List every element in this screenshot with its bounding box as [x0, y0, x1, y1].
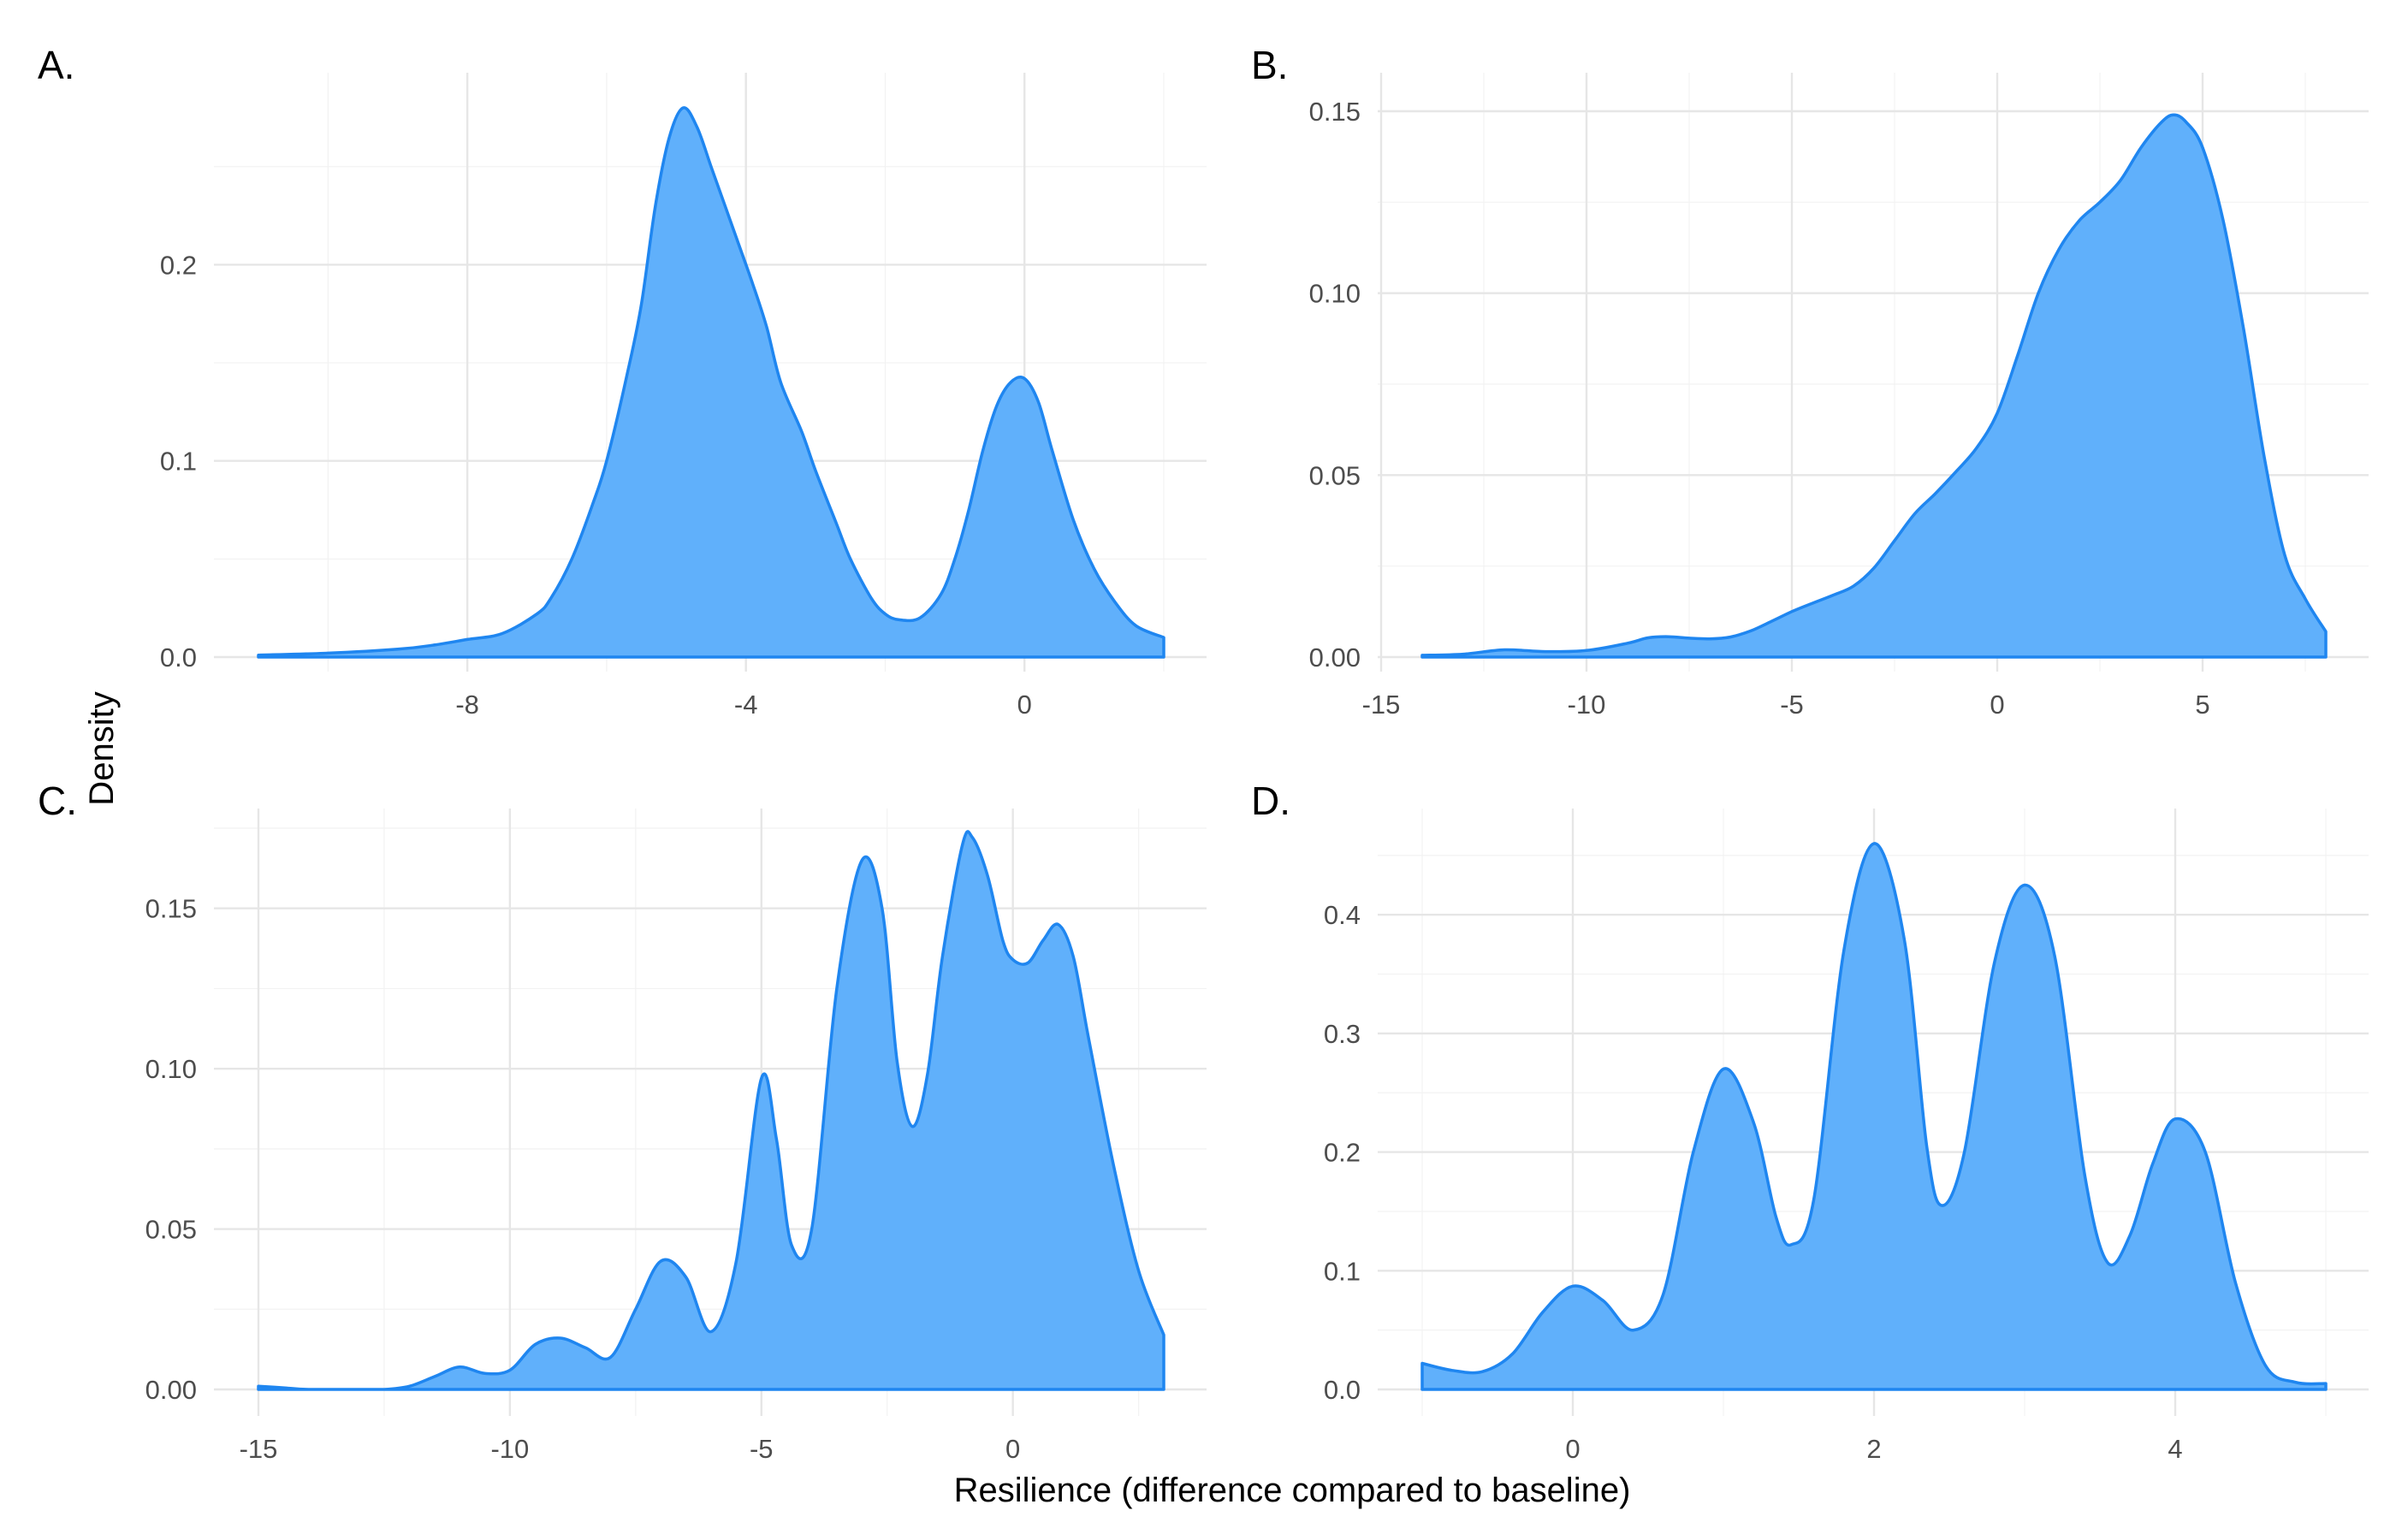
- x-tick-label: 4: [2168, 1434, 2182, 1464]
- panel-tag: B.: [1251, 43, 1288, 87]
- density-area: [1420, 842, 2328, 1391]
- x-tick-label: -4: [734, 690, 758, 720]
- y-tick-label: 0.1: [160, 447, 197, 477]
- y-tick-label: 0.1: [1324, 1256, 1361, 1286]
- x-axis-title: Resilience (difference compared to basel…: [954, 1472, 1631, 1509]
- y-tick-label: 0.15: [145, 894, 197, 924]
- x-tick-label: 2: [1866, 1434, 1881, 1464]
- y-tick-label: 0.0: [1324, 1375, 1361, 1405]
- x-tick-label: -15: [240, 1434, 278, 1464]
- panel-a: -8 -4 0 0.0 0.1 0.2 A.: [38, 43, 1207, 720]
- panel-tag: C.: [38, 779, 77, 823]
- y-tick-label: 0.3: [1324, 1019, 1361, 1049]
- y-tick-label: 0.2: [1324, 1138, 1361, 1168]
- x-tick-label: -10: [490, 1434, 529, 1464]
- panel-b: -15 -10 -5 0 5 0.00 0.05 0.10 0.15 B.: [1251, 43, 2369, 720]
- panel-tag: A.: [38, 43, 74, 87]
- x-tick-label: 0: [1017, 690, 1032, 720]
- y-tick-label: 0.2: [160, 250, 197, 280]
- panel-tag: D.: [1251, 779, 1290, 823]
- x-tick-label: -8: [455, 690, 479, 720]
- y-tick-label: 0.00: [145, 1375, 197, 1405]
- y-tick-label: 0.10: [1309, 279, 1361, 309]
- y-axis-title: Density: [83, 691, 121, 805]
- x-tick-label: 0: [1990, 690, 2004, 720]
- x-tick-label: -5: [750, 1434, 774, 1464]
- y-tick-label: 0.4: [1324, 900, 1361, 930]
- y-tick-label: 0.00: [1309, 643, 1361, 672]
- y-tick-label: 0.05: [1309, 460, 1361, 490]
- y-tick-label: 0.0: [160, 643, 197, 672]
- x-tick-label: -5: [1780, 690, 1804, 720]
- x-tick-label: -15: [1362, 690, 1401, 720]
- x-tick-label: 0: [1005, 1434, 1020, 1464]
- density-area: [257, 106, 1165, 659]
- panel-c: -15 -10 -5 0 0.00 0.05 0.10 0.15 C.: [38, 779, 1207, 1464]
- density-area: [1420, 113, 2328, 659]
- panels: -8 -4 00.00.10.2A.-15 -10 -5 0 50.000.050.100.…: [38, 43, 2369, 1464]
- x-tick-label: 5: [2195, 690, 2209, 720]
- y-tick-label: 0.10: [145, 1054, 197, 1084]
- panel-d: 0 2 4 0.0 0.1 0.2 0.3 0.4 D.: [1251, 779, 2369, 1464]
- x-tick-label: 0: [1565, 1434, 1580, 1464]
- density-area: [257, 830, 1165, 1391]
- x-tick-label: -10: [1568, 690, 1606, 720]
- y-tick-label: 0.05: [145, 1215, 197, 1245]
- y-tick-label: 0.15: [1309, 97, 1361, 127]
